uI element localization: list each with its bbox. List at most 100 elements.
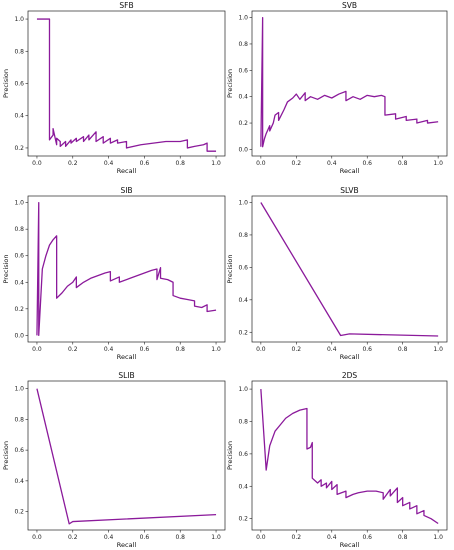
x-tick-label: 0.6 (140, 160, 150, 167)
y-tick-label: 0.8 (14, 226, 24, 233)
y-tick-label: 1.0 (14, 386, 24, 393)
y-tick-label: 0.8 (238, 41, 248, 48)
plot-frame (27, 380, 226, 531)
chart-panel-sfb: SFB 0.0 0.2 0.4 0.6 0.8 1.0 0.2 0.4 0.6 0.8 1.0 Reca… (2, 1, 226, 175)
y-tick-label: 0.4 (14, 113, 24, 120)
y-tick-label: 0.2 (14, 306, 24, 313)
precision-recall-line (260, 16, 439, 148)
x-tick-label: 0.0 (32, 346, 42, 353)
x-tick-label: 1.0 (211, 534, 221, 541)
x-tick-label: 0.6 (140, 534, 150, 541)
y-tick-label: 0.0 (238, 146, 248, 153)
x-tick-label: 0.8 (175, 160, 185, 167)
y-tick-label: 1.0 (238, 15, 248, 22)
y-tick-label: 0.6 (238, 67, 248, 74)
x-tick-label: 1.0 (433, 346, 443, 353)
precision-recall-line (260, 202, 439, 337)
y-tick-label: 0.2 (238, 516, 248, 523)
chart-panel-slvb: SLVB 0.0 0.2 0.4 0.6 0.8 1.0 0.2 0.4 0.6 0.8 1.0 Rec… (226, 186, 448, 361)
y-tick-label: 0.4 (14, 478, 24, 485)
x-axis-label: Recall (340, 353, 360, 361)
y-tick-label: 0.4 (238, 94, 248, 101)
plot-frame (251, 10, 448, 157)
y-axis-label: Precision (2, 254, 10, 283)
plot-frame (27, 195, 226, 343)
x-tick-label: 0.0 (256, 534, 266, 541)
y-tick-label: 0.2 (238, 120, 248, 127)
y-tick-label: 0.2 (14, 145, 24, 152)
chart-panel-sib: SIB 0.0 0.2 0.4 0.6 0.8 1.0 0.0 0.2 0.4 0.6 0.8 1.0 R… (2, 186, 226, 361)
y-tick-label: 0.4 (238, 297, 248, 304)
chart-title: SVB (342, 1, 357, 10)
chart-panel-slib: SLIB 0.0 0.2 0.4 0.6 0.8 1.0 0.2 0.4 0.6 0.8 1.0 Rec… (2, 371, 226, 549)
x-axis-label: Recall (340, 541, 360, 549)
y-tick-label: 0.6 (14, 253, 24, 260)
x-tick-label: 0.8 (175, 346, 185, 353)
y-tick-label: 0.2 (14, 509, 24, 516)
y-tick-label: 0.6 (238, 451, 248, 458)
plot-frame (251, 380, 448, 531)
x-axis-label: Recall (117, 353, 137, 361)
y-axis-label: Precision (226, 254, 234, 283)
x-tick-label: 0.4 (327, 534, 337, 541)
chart-title: 2DS (342, 371, 358, 380)
x-tick-label: 0.2 (292, 346, 302, 353)
plot-frame (27, 10, 226, 157)
y-tick-label: 1.0 (14, 16, 24, 23)
chart-panel-2ds: 2DS 0.0 0.2 0.4 0.6 0.8 1.0 0.2 0.4 0.6 0.8 1.0 Reca… (226, 371, 448, 549)
chart-title: SLVB (340, 186, 358, 195)
x-tick-label: 0.0 (32, 160, 42, 167)
x-tick-label: 0.4 (104, 346, 114, 353)
precision-recall-line (36, 201, 217, 337)
x-tick-label: 1.0 (211, 346, 221, 353)
y-tick-label: 0.0 (14, 332, 24, 339)
x-tick-label: 0.2 (292, 534, 302, 541)
y-tick-label: 1.0 (14, 200, 24, 207)
x-tick-label: 0.6 (362, 534, 372, 541)
x-tick-label: 0.8 (398, 160, 408, 167)
x-tick-label: 0.2 (68, 346, 78, 353)
x-axis-label: Recall (117, 167, 137, 175)
y-tick-label: 0.8 (238, 418, 248, 425)
x-tick-label: 0.8 (398, 534, 408, 541)
y-tick-label: 0.6 (14, 447, 24, 454)
plot-frame (251, 195, 448, 343)
y-tick-label: 0.8 (14, 416, 24, 423)
x-tick-label: 1.0 (433, 534, 443, 541)
x-axis-label: Recall (340, 167, 360, 175)
y-axis-label: Precision (226, 69, 234, 98)
x-tick-label: 0.4 (327, 160, 337, 167)
x-tick-label: 0.2 (292, 160, 302, 167)
x-tick-label: 0.6 (362, 346, 372, 353)
y-axis-label: Precision (2, 69, 10, 98)
y-tick-label: 0.6 (14, 81, 24, 88)
y-tick-label: 1.0 (238, 199, 248, 206)
y-tick-label: 0.8 (238, 232, 248, 239)
chart-title: SFB (119, 1, 133, 10)
chart-title: SLIB (118, 371, 134, 380)
x-tick-label: 0.2 (68, 534, 78, 541)
chart-title: SIB (120, 186, 132, 195)
y-tick-label: 0.4 (238, 483, 248, 490)
y-tick-label: 0.8 (14, 48, 24, 55)
x-tick-label: 0.2 (68, 160, 78, 167)
y-axis-label: Precision (2, 441, 10, 470)
precision-recall-line (36, 388, 217, 525)
y-axis-label: Precision (226, 441, 234, 470)
y-tick-label: 1.0 (238, 386, 248, 393)
x-tick-label: 0.0 (256, 160, 266, 167)
x-axis-label: Recall (117, 541, 137, 549)
x-tick-label: 0.6 (362, 160, 372, 167)
x-tick-label: 1.0 (211, 160, 221, 167)
precision-recall-line (36, 18, 217, 152)
y-tick-label: 0.2 (238, 329, 248, 336)
x-tick-label: 0.4 (104, 534, 114, 541)
x-tick-label: 0.0 (32, 534, 42, 541)
x-tick-label: 0.6 (140, 346, 150, 353)
y-tick-label: 0.4 (14, 279, 24, 286)
x-tick-label: 0.8 (175, 534, 185, 541)
x-tick-label: 0.0 (256, 346, 266, 353)
precision-recall-line (260, 389, 439, 525)
chart-panel-svb: SVB 0.0 0.2 0.4 0.6 0.8 1.0 0.0 0.2 0.4 0.6 0.8 1.0 R… (226, 1, 448, 175)
